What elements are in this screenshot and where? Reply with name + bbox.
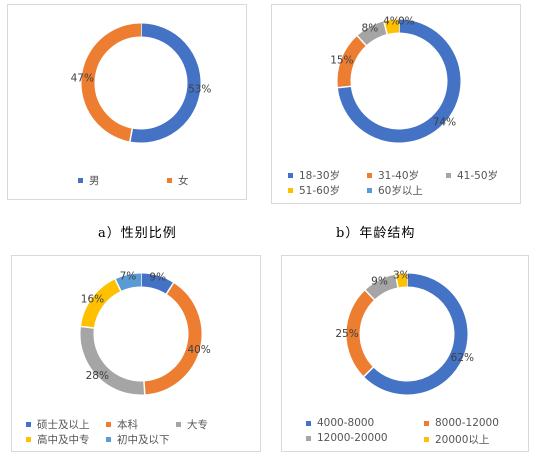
data-label: 7%: [120, 270, 137, 282]
data-label: 9%: [371, 276, 388, 288]
legend-item: 60岁以上: [367, 183, 423, 198]
chart-panel-gender: 53% 47% 男 女: [7, 4, 247, 200]
segment-separator: [114, 278, 122, 292]
data-label: 3%: [393, 269, 410, 281]
donut-segment: [143, 282, 202, 395]
legend-swatch: [424, 437, 429, 442]
data-label: 9%: [149, 271, 166, 283]
legend-swatch: [106, 437, 111, 442]
legend-label: 女: [178, 175, 189, 187]
data-label: 15%: [330, 55, 353, 67]
donut-segment: [337, 35, 367, 88]
legend-item: 硕士及以上: [26, 417, 90, 432]
donut-segment: [357, 21, 388, 46]
legend-swatch: [176, 422, 181, 427]
legend-label: 本科: [117, 419, 138, 431]
legend-label: 硕士及以上: [37, 419, 90, 431]
segment-separator: [129, 128, 134, 143]
chart-panel-education: 9% 40% 28% 16% 7% 硕士及以上 本科 大专 高中及中专 初中及以下: [11, 255, 261, 452]
legend-item: 初中及以下: [106, 432, 170, 447]
legend-label: 大专: [187, 419, 208, 431]
data-label: 16%: [81, 294, 104, 306]
legend-item: 4000-8000: [306, 417, 374, 429]
legend-label: 31-40岁: [378, 170, 420, 182]
legend-item: 31-40岁: [367, 168, 419, 183]
legend-item: 大专: [176, 417, 208, 432]
legend-swatch: [306, 420, 311, 426]
donut-chart-gender: 53% 47%: [71, 23, 211, 143]
segment-separator: [383, 20, 388, 35]
legend-swatch: [167, 178, 172, 183]
legend-label: 18-30岁: [299, 170, 341, 182]
caption-a: a）性别比例: [98, 226, 177, 241]
legend-swatch: [288, 173, 293, 178]
legend-swatch: [26, 437, 31, 442]
legend-swatch: [288, 188, 293, 193]
legend-swatch: [367, 173, 372, 178]
legend-label: 12000-20000: [317, 432, 388, 444]
segment-separator: [362, 366, 375, 378]
legend-item: 8000-12000: [424, 417, 499, 429]
data-label: 25%: [335, 328, 358, 340]
legend-label: 男: [89, 175, 100, 187]
legend-swatch: [26, 422, 31, 427]
donut-chart-age: 74% 15% 8% 4%0%: [330, 15, 461, 143]
legend-item: 男: [78, 173, 100, 188]
legend-swatch: [424, 420, 429, 426]
donut-segment: [346, 290, 375, 377]
legend-label: 51-60岁: [299, 185, 341, 197]
donut-segment: [363, 273, 468, 395]
donut-chart-income: 62% 25% 9% 3%: [335, 269, 474, 395]
data-label: 8%: [362, 22, 379, 34]
legend-swatch: [306, 435, 311, 441]
legend-item: 51-60岁: [288, 183, 340, 198]
segment-separator: [364, 289, 376, 301]
donut-segment: [337, 19, 461, 143]
segment-separator: [143, 380, 146, 395]
caption-b: b）年龄结构: [336, 226, 416, 241]
legend-label: 60岁以上: [378, 185, 423, 197]
chart-panel-age: 74% 15% 8% 4% 0% 18-30岁 31-40岁 41-50岁 51-60岁…: [271, 4, 521, 204]
segment-separator: [337, 85, 352, 89]
data-label: 62%: [451, 352, 474, 364]
segment-separator: [356, 34, 367, 47]
legend-label: 高中及中专: [37, 434, 90, 446]
segment-separator: [394, 273, 399, 288]
legend-item: 女: [167, 173, 189, 188]
legend-item: 18-30岁: [288, 168, 340, 183]
legend-label: 41-50岁: [457, 170, 499, 182]
data-label: 0%: [398, 15, 415, 27]
legend-label: 初中及以下: [117, 434, 170, 446]
legend-item: 41-50岁: [446, 168, 498, 183]
legend-swatch: [106, 422, 111, 427]
data-label: 28%: [86, 370, 109, 382]
legend-swatch: [446, 173, 451, 178]
legend-label: 20000以上: [435, 434, 490, 446]
donut-chart-education: 9% 40% 28% 16% 7%: [80, 270, 211, 395]
data-label: 40%: [187, 344, 210, 356]
legend-item: 20000以上: [424, 432, 489, 447]
donut-segment: [365, 274, 399, 300]
legend-item: 12000-20000: [306, 432, 388, 444]
legend-item: 高中及中专: [26, 432, 90, 447]
segment-separator: [165, 282, 175, 295]
donut-segment: [129, 23, 201, 143]
legend-item: 本科: [106, 417, 138, 432]
donut-segment: [80, 279, 122, 329]
data-label: 53%: [188, 84, 211, 96]
legend-swatch: [78, 178, 83, 183]
data-label: 4%: [383, 15, 400, 27]
legend-swatch: [367, 188, 372, 193]
data-label: 74%: [433, 117, 456, 129]
donut-segment: [80, 326, 145, 395]
donut-segment: [81, 23, 142, 142]
legend-label: 4000-8000: [317, 417, 375, 429]
data-label: 47%: [71, 72, 94, 84]
donut-segment: [140, 273, 174, 295]
legend-label: 8000-12000: [435, 417, 499, 429]
segment-separator: [80, 325, 95, 329]
chart-panel-income: 62% 25% 9% 3% 4000-8000 8000-12000 12000-20…: [281, 255, 529, 452]
